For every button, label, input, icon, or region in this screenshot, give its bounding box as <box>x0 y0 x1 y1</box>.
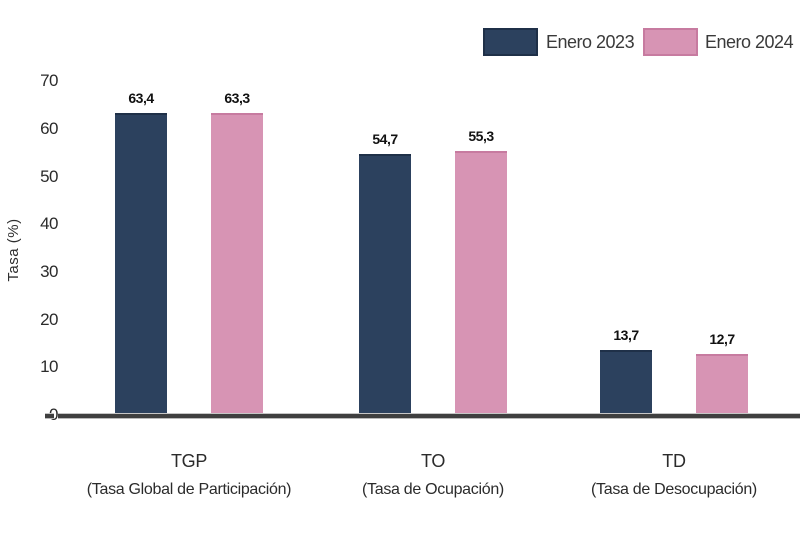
x-tick-sublabel-tgp: (Tasa Global de Participación) <box>86 481 292 498</box>
legend-label: Enero 2024 <box>705 32 794 52</box>
bar-value-label: 54,7 <box>372 131 398 147</box>
legend-label: Enero 2023 <box>546 32 635 52</box>
bar-enero-2023-tgp <box>115 113 167 415</box>
y-tick-label: 70 <box>40 71 58 91</box>
y-tick-label: 10 <box>40 357 58 377</box>
x-tick-sublabel-to: (Tasa de Ocupación) <box>362 481 504 498</box>
legend-swatch-enero-2024 <box>643 28 698 56</box>
y-tick-label: 30 <box>40 261 58 281</box>
y-tick-label: 50 <box>40 166 58 186</box>
x-tick-label-to: TO <box>420 451 446 471</box>
x-tick-label-tgp: TGP <box>170 451 208 471</box>
bar-enero-2023-td <box>600 350 652 415</box>
x-tick-sublabel-td: (Tasa de Desocupación) <box>591 481 757 498</box>
bar-value-label: 55,3 <box>468 128 494 144</box>
x-tick-label-td: TD <box>662 451 686 471</box>
bar-enero-2024-tgp <box>211 113 263 415</box>
bar-value-label: 63,3 <box>224 90 250 106</box>
y-tick-label: 60 <box>40 118 58 138</box>
legend-swatch-enero-2023 <box>483 28 538 56</box>
bar-value-label: 63,4 <box>128 90 154 106</box>
y-tick-label: 40 <box>40 214 58 234</box>
x-axis-line <box>58 414 800 418</box>
zero-tick-mark <box>45 414 54 418</box>
bar-enero-2024-to <box>455 151 507 415</box>
bar-value-label: 12,7 <box>709 331 735 347</box>
y-tick-label: 20 <box>40 309 58 329</box>
bar-enero-2024-td <box>696 354 748 415</box>
bar-value-label: 13,7 <box>613 327 639 343</box>
bar-enero-2023-to <box>359 154 411 415</box>
